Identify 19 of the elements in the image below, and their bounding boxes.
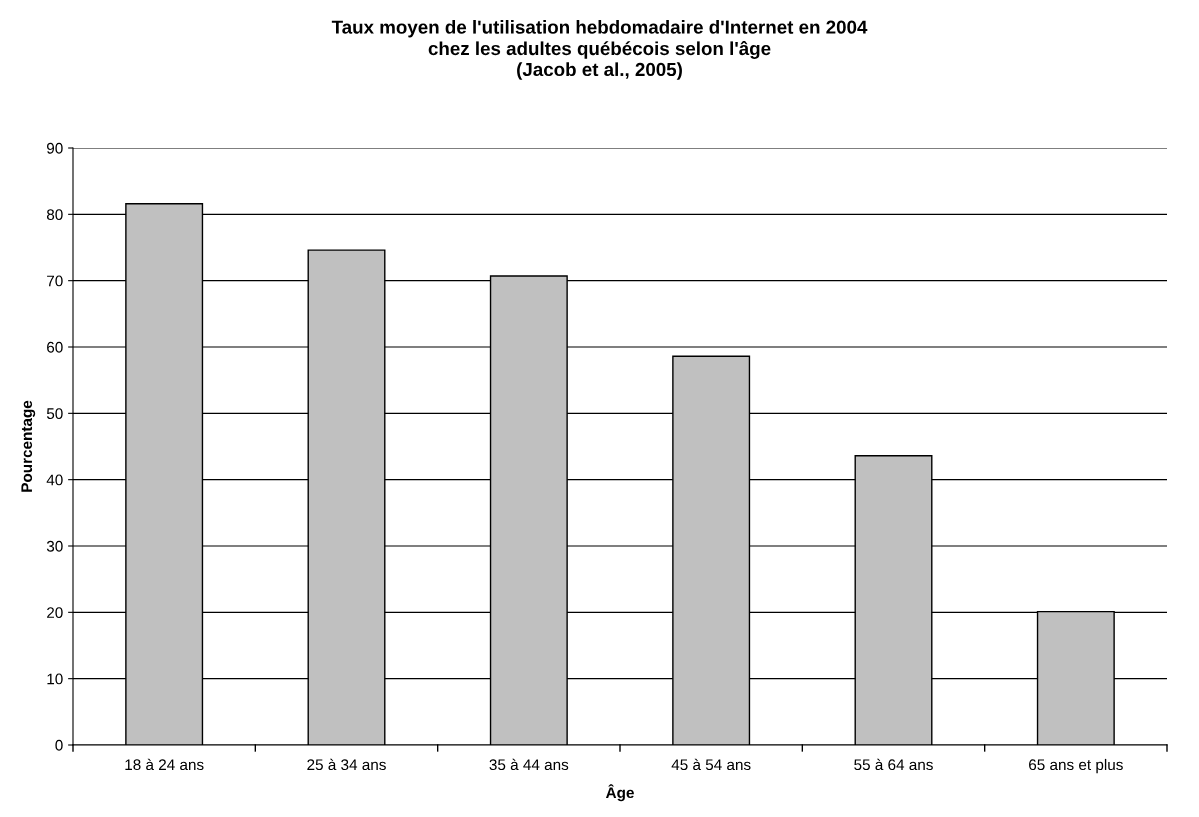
y-axis-title: Pourcentage bbox=[21, 400, 36, 492]
y-tick-label: 0 bbox=[55, 739, 63, 751]
y-tick-label: 90 bbox=[47, 142, 63, 154]
y-tick-label: 10 bbox=[47, 673, 63, 685]
x-tick-label: 35 à 44 ans bbox=[489, 758, 569, 771]
y-tick-label: 70 bbox=[47, 275, 63, 287]
chart-title: Taux moyen de l'utilisation hebdomadaire d'Internet en 2004 chez les adultes québécois selon l'âge (Jacob et al., 2005) bbox=[331, 20, 868, 80]
y-tick-label: 30 bbox=[46, 540, 63, 552]
x-axis-title: Âge bbox=[605, 784, 634, 802]
y-tick-label: 60 bbox=[47, 341, 63, 353]
y-tick-label: 40 bbox=[46, 474, 63, 486]
x-tick-label: 65 ans et plus bbox=[1029, 758, 1123, 774]
x-tick-label: 25 à 34 ans bbox=[307, 758, 386, 771]
x-tick-label: 45 à 54 ans bbox=[671, 758, 751, 771]
x-tick-label: 55 à 64 ans bbox=[854, 758, 933, 771]
y-tick-label: 50 bbox=[46, 408, 63, 420]
y-tick-label: 80 bbox=[46, 209, 63, 221]
y-tick-label: 20 bbox=[47, 607, 63, 619]
x-tick-label: 18 à 24 ans bbox=[125, 758, 204, 771]
